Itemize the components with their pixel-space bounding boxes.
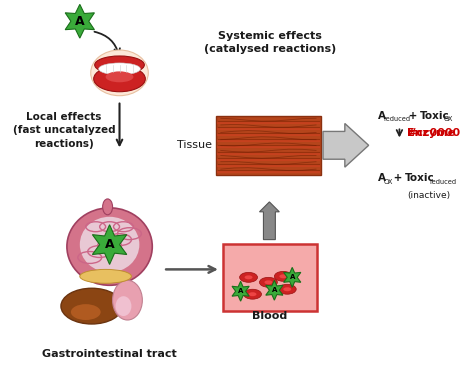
Ellipse shape [106,71,133,82]
Text: A: A [272,287,277,293]
FancyArrow shape [259,202,279,240]
Text: A: A [378,173,385,183]
Ellipse shape [116,296,131,316]
Text: Tissue: Tissue [177,140,212,150]
Text: A: A [290,274,295,280]
Ellipse shape [80,217,139,272]
Ellipse shape [103,199,112,215]
Text: Systemic effects
(catalysed reactions): Systemic effects (catalysed reactions) [204,31,337,55]
Ellipse shape [80,269,131,283]
Text: Enzyme: Enzyme [407,129,456,138]
Ellipse shape [244,289,262,299]
Polygon shape [65,5,94,38]
Ellipse shape [259,277,277,287]
Ellipse shape [71,304,100,320]
Polygon shape [323,123,369,167]
Text: Blood: Blood [252,311,288,321]
Text: OX: OX [383,179,392,185]
Text: A: A [105,238,114,251]
Text: +: + [390,173,406,183]
Ellipse shape [283,287,291,291]
Text: (inactive): (inactive) [407,191,450,200]
Ellipse shape [94,66,146,92]
Ellipse shape [278,284,296,294]
Text: reduced: reduced [429,179,456,185]
Polygon shape [283,267,301,287]
Ellipse shape [240,272,257,282]
Ellipse shape [245,275,253,279]
Ellipse shape [91,50,148,96]
Text: OX: OX [444,116,453,122]
Ellipse shape [274,271,292,281]
Ellipse shape [279,274,287,278]
Ellipse shape [264,280,273,284]
Text: Gastrointestinal tract: Gastrointestinal tract [42,349,177,359]
Text: Toxic: Toxic [405,173,435,183]
Ellipse shape [61,288,122,324]
Ellipse shape [112,280,142,320]
Ellipse shape [67,208,152,285]
Polygon shape [92,225,127,264]
Polygon shape [232,281,249,301]
Ellipse shape [95,56,144,74]
Bar [216,115,321,175]
Text: Toxic: Toxic [419,111,449,121]
Text: reduced: reduced [383,116,410,122]
FancyBboxPatch shape [223,244,317,311]
Text: Local effects
(fast uncatalyzed
reactions): Local effects (fast uncatalyzed reaction… [13,112,115,149]
Ellipse shape [248,292,256,296]
Ellipse shape [99,63,140,75]
Text: +: + [405,111,421,121]
Polygon shape [266,280,283,300]
Text: A: A [378,111,385,121]
Text: #cc0000: #cc0000 [407,129,461,138]
Text: A: A [238,288,243,294]
Text: A: A [75,15,85,28]
